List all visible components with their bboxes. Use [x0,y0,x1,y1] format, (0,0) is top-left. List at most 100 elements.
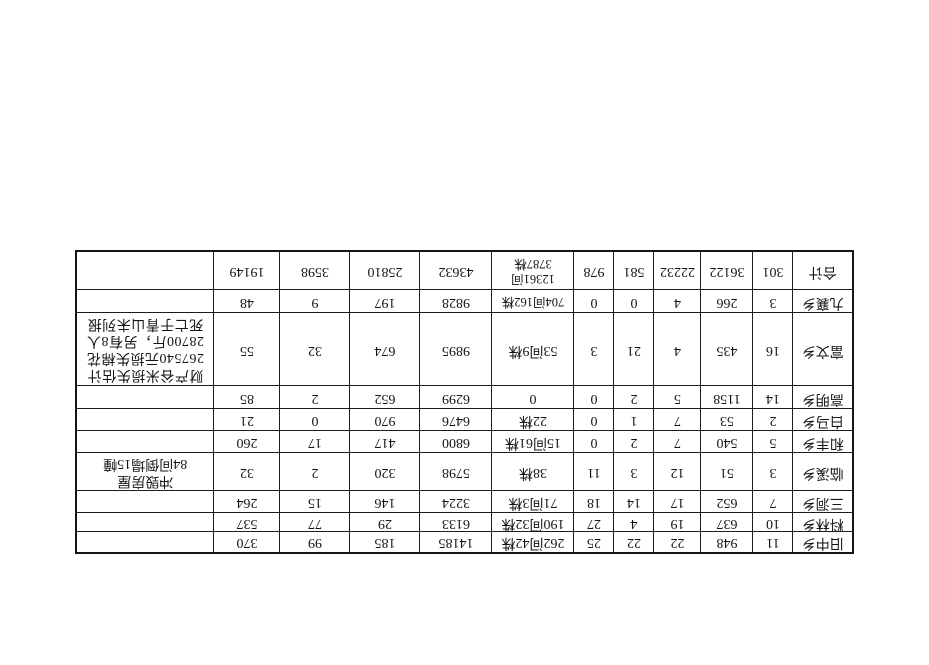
row-label: 白马乡 [793,409,853,431]
data-cell: 0 [614,290,654,313]
data-cell: 2 [614,431,654,453]
data-cell: 417 [350,431,420,453]
data-cell: 0 [574,431,614,453]
data-cell: 5 [654,386,701,409]
row-label: 临溪乡 [793,453,853,491]
data-cell: 266 [701,290,753,313]
data-cell: 264 [214,491,280,513]
data-cell: 14 [753,386,793,409]
data-cell: 29 [350,513,420,532]
data-cell: 17 [280,431,350,453]
data-cell: 11 [574,453,614,491]
data-cell: 3598 [280,251,350,290]
data-cell: 19149 [214,251,280,290]
data-cell: 6133 [420,513,492,532]
data-cell: 4 [654,313,701,386]
data-cell: 3 [614,453,654,491]
data-cell: 5798 [420,453,492,491]
table-row: 九襄乡 3 266 4 0 0 704间162株 9828 197 9 48 [76,290,853,313]
data-cell: 11 [753,532,793,553]
data-cell: 15间61株 [492,431,574,453]
data-cell: 301 [753,251,793,290]
data-cell: 190间32株 [492,513,574,532]
data-cell: 652 [350,386,420,409]
data-cell: 2 [614,386,654,409]
data-cell: 4 [654,290,701,313]
data-cell: 22 [614,532,654,553]
data-cell: 17 [654,491,701,513]
data-cell: 9 [280,290,350,313]
data-cell: 0 [280,409,350,431]
data-cell: 27 [574,513,614,532]
data-cell: 22 [654,532,701,553]
table-body: 旧中乡 11 948 22 22 25 262间42株 14185 185 99 370 料林乡 10 6… [76,251,853,553]
data-cell: 637 [701,513,753,532]
data-cell: 540 [701,431,753,453]
table-row: 合计 301 36122 22232 581 978 12361间 3787株 43632 258… [76,251,853,290]
note-cell [76,491,214,513]
data-cell: 15 [280,491,350,513]
row-label: 和丰乡 [793,431,853,453]
data-cell: 674 [350,313,420,386]
data-cell: 581 [614,251,654,290]
data-cell: 4 [614,513,654,532]
note-cell [76,431,214,453]
data-cell: 16 [753,313,793,386]
data-cell: 1158 [701,386,753,409]
row-label: 旧中乡 [793,532,853,553]
row-label: 料林乡 [793,513,853,532]
note-cell [76,532,214,553]
data-cell: 53 [701,409,753,431]
data-cell: 3 [753,290,793,313]
data-cell: 12361间 3787株 [492,251,574,290]
data-cell: 55 [214,313,280,386]
table-row: 临溪乡 3 51 12 3 11 38株 5798 320 2 32 冲毁房屋 84间倒塌15幢 [76,453,853,491]
table-row: 和丰乡 5 540 7 2 0 15间61株 6800 417 17 260 [76,431,853,453]
data-cell: 22株 [492,409,574,431]
row-label: 三洞乡 [793,491,853,513]
data-cell: 2 [280,386,350,409]
data-cell: 7 [654,409,701,431]
data-cell: 970 [350,409,420,431]
table-row: 料林乡 10 637 19 4 27 190间32株 6133 29 77 537 [76,513,853,532]
note-cell [76,290,214,313]
note-cell [76,513,214,532]
data-cell: 320 [350,453,420,491]
data-cell: 43632 [420,251,492,290]
data-cell: 197 [350,290,420,313]
row-label: 高明乡 [793,386,853,409]
data-cell: 5 [753,431,793,453]
note-cell: 财产谷米损失估计 267540元损失棉花 28700斤，另有8人 死亡于青山未列报 [76,313,214,386]
row-label: 富文乡 [793,313,853,386]
note-cell: 冲毁房屋 84间倒塌15幢 [76,453,214,491]
data-cell: 19 [654,513,701,532]
data-cell: 435 [701,313,753,386]
note-cell [76,251,214,290]
data-cell: 0 [492,386,574,409]
data-cell: 12 [654,453,701,491]
data-cell: 652 [701,491,753,513]
data-cell: 260 [214,431,280,453]
data-cell: 9895 [420,313,492,386]
data-cell: 2 [753,409,793,431]
table-row: 白马乡 2 53 7 1 0 22株 6476 970 0 21 [76,409,853,431]
table-row: 富文乡 16 435 4 21 3 53间9株 9895 674 32 55 财产谷米损失估计 2675… [76,313,853,386]
data-cell: 1 [614,409,654,431]
data-cell: 21 [614,313,654,386]
data-cell: 25810 [350,251,420,290]
note-cell [76,409,214,431]
data-cell: 22232 [654,251,701,290]
data-cell: 0 [574,290,614,313]
data-cell: 6476 [420,409,492,431]
data-cell: 71间3株 [492,491,574,513]
data-cell: 85 [214,386,280,409]
data-cell: 32 [214,453,280,491]
data-cell: 10 [753,513,793,532]
data-cell: 6800 [420,431,492,453]
table-row: 三洞乡 7 652 17 14 18 71间3株 3224 146 15 264 [76,491,853,513]
row-label: 合计 [793,251,853,290]
data-cell: 53间9株 [492,313,574,386]
data-cell: 48 [214,290,280,313]
data-cell: 25 [574,532,614,553]
